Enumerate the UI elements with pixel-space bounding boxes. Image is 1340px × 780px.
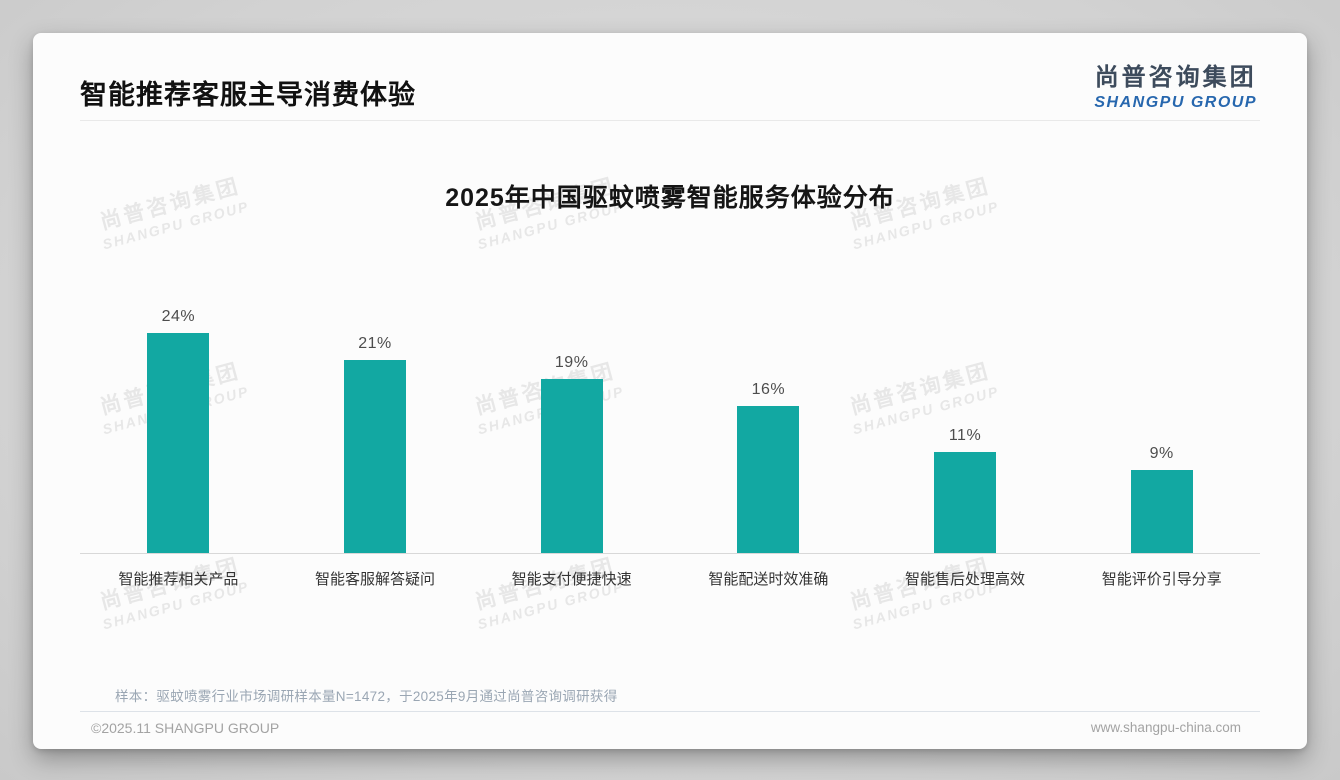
category-label: 智能配送时效准确 <box>708 571 829 588</box>
bar <box>1130 470 1193 553</box>
website-url: www.shangpu-china.com <box>1090 720 1241 735</box>
bar-group: 11% <box>867 253 1064 553</box>
copyright-text: ©2025.11 SHANGPU GROUP <box>91 720 280 736</box>
bar-chart-plot: 24% 21% 19% 16% 11% 9% <box>80 253 1260 553</box>
bar-value-label: 19% <box>554 354 589 371</box>
chart-title: 2025年中国驱蚊喷雾智能服务体验分布 <box>445 184 895 212</box>
footer-divider <box>80 711 1260 712</box>
sample-footnote: 样本：驱蚊喷雾行业市场调研样本量N=1472，于2025年9月通过尚普咨询调研获… <box>115 689 618 704</box>
category-label: 智能支付便捷快速 <box>511 571 632 588</box>
bars-row: 24% 21% 19% 16% 11% 9% <box>80 253 1260 553</box>
category-axis: 智能推荐相关产品 智能客服解答疑问 智能支付便捷快速 智能配送时效准确 智能售后处理高效… <box>80 568 1260 589</box>
bar-value-label: 9% <box>1149 445 1174 462</box>
header-divider <box>80 120 1260 121</box>
logo-english-name: SHANGPU GROUP <box>1094 94 1257 111</box>
bar <box>737 406 800 553</box>
bar <box>934 452 997 553</box>
bar <box>344 360 406 553</box>
logo-chinese-name: 尚普咨询集团 <box>1094 64 1257 91</box>
bar-group: 16% <box>670 253 867 553</box>
category-label: 智能评价引导分享 <box>1101 571 1222 588</box>
bar-value-label: 24% <box>161 308 196 325</box>
bar-group: 24% <box>80 253 277 553</box>
company-logo: 尚普咨询集团 SHANGPU GROUP <box>1094 57 1257 112</box>
page-title: 智能推荐客服主导消费体验 <box>80 80 416 110</box>
bar <box>540 379 603 553</box>
bar-group: 9% <box>1063 253 1260 553</box>
category-label: 智能售后处理高效 <box>905 571 1026 588</box>
bar-group: 21% <box>277 253 474 553</box>
bar-group: 19% <box>473 253 670 553</box>
bar-value-label: 16% <box>751 381 786 398</box>
x-axis-line <box>80 553 1260 554</box>
bar <box>147 333 210 553</box>
category-label: 智能推荐相关产品 <box>118 571 239 588</box>
slide-card: 尚普咨询集团 SHANGPU GROUP 尚普咨询集团 SHANGPU GROUP 尚普… <box>33 33 1307 749</box>
bar-value-label: 21% <box>358 335 392 352</box>
bar-value-label: 11% <box>948 427 982 444</box>
category-label: 智能客服解答疑问 <box>315 571 436 588</box>
